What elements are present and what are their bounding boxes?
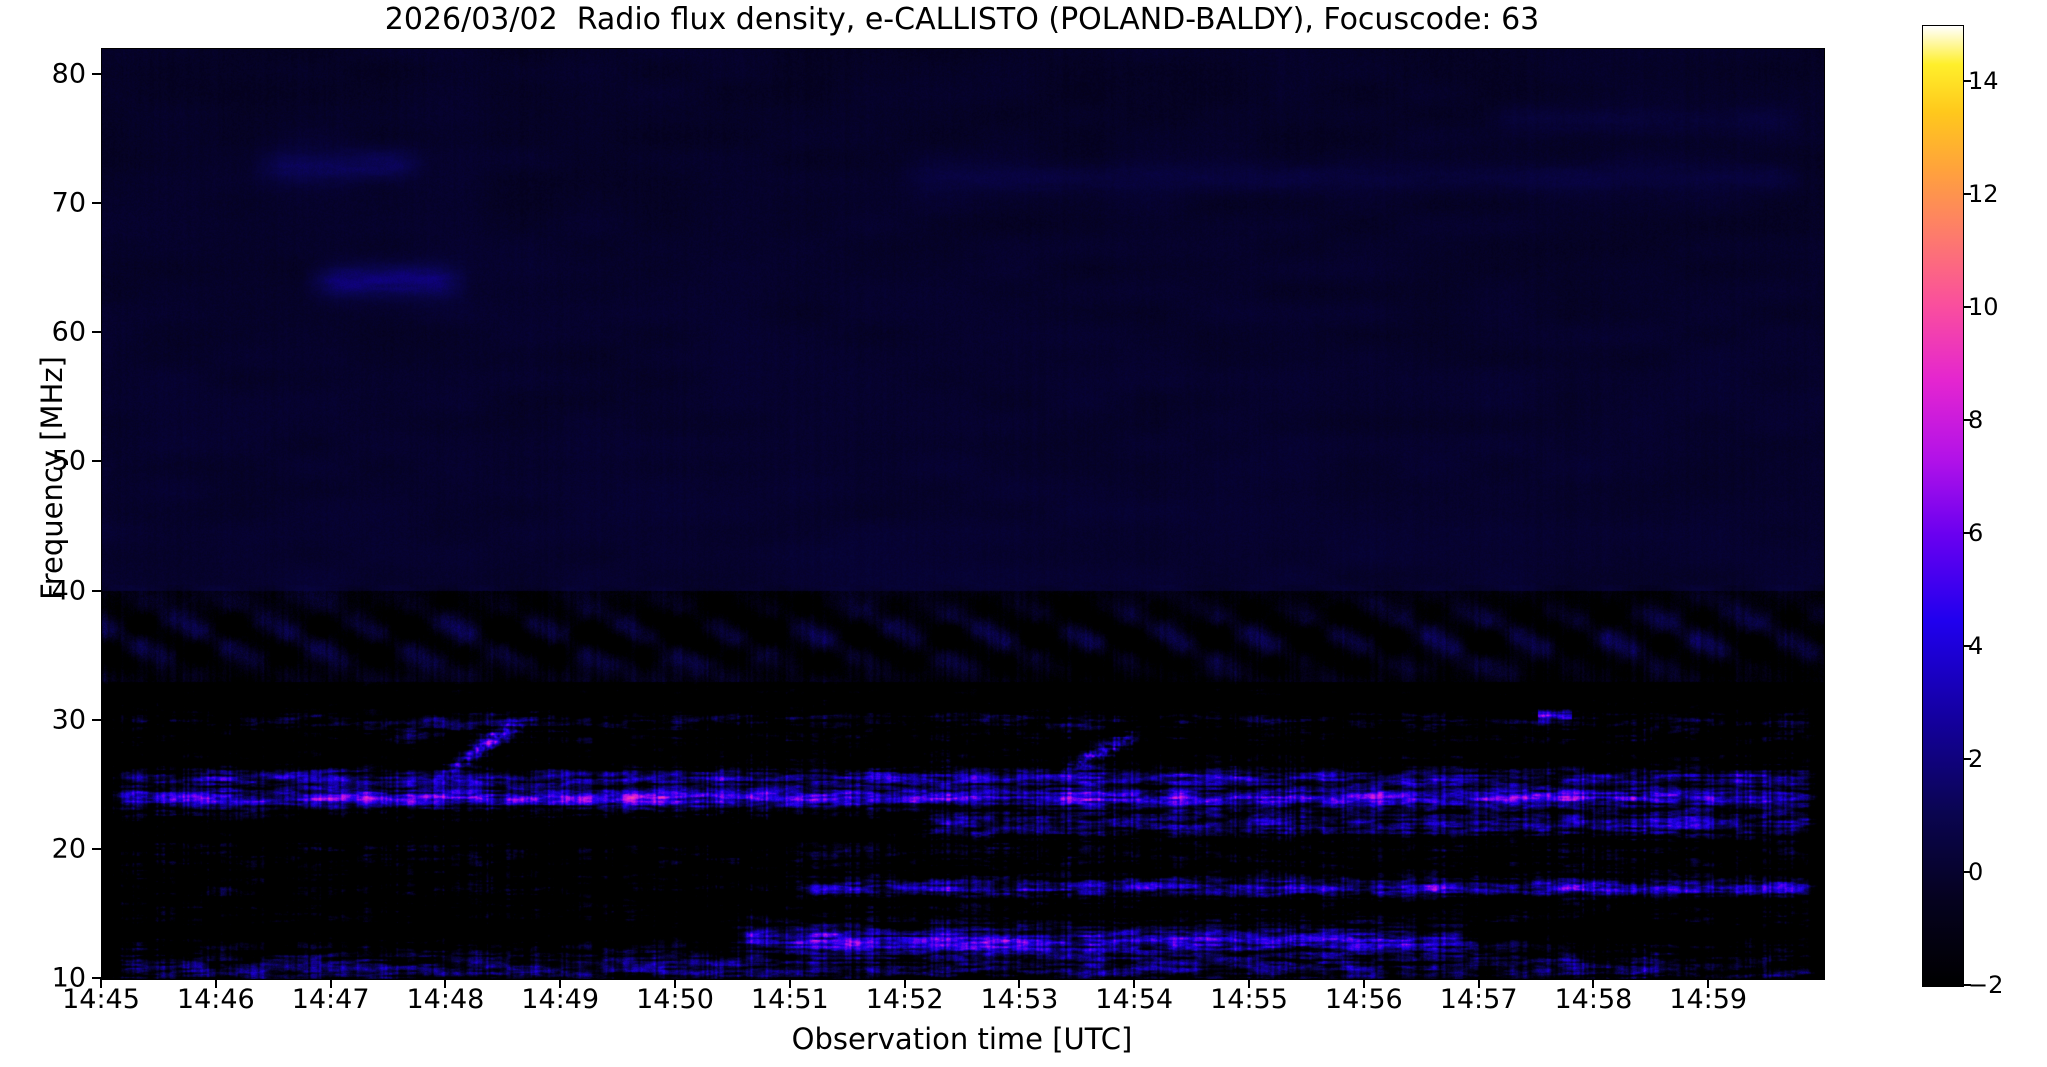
x-tick-label: 14:45: [62, 984, 140, 1015]
x-tick-label: 14:59: [1669, 984, 1748, 1015]
spectrogram-plot-area: [101, 48, 1825, 980]
x-tick-mark: [788, 979, 791, 988]
y-tick-mark: [92, 977, 101, 979]
y-tick-mark: [92, 589, 101, 592]
colorbar-tick-label: 10: [1968, 293, 1999, 322]
y-tick-mark: [92, 72, 101, 75]
colorbar-tick-mark: [1963, 758, 1971, 761]
x-tick-mark: [100, 979, 102, 988]
y-tick-mark: [92, 202, 101, 204]
colorbar-tick-mark: [1963, 306, 1971, 309]
y-tick-label: 10: [51, 962, 86, 994]
y-tick-mark: [92, 460, 101, 463]
x-tick-label: 14:48: [406, 984, 485, 1015]
spectrogram-canvas: [102, 49, 1824, 979]
y-tick-label: 70: [51, 187, 86, 219]
colorbar-tick-mark: [1963, 80, 1971, 83]
colorbar-tick-mark: [1963, 193, 1971, 196]
x-tick-mark: [903, 979, 906, 988]
x-tick-mark: [1592, 979, 1595, 988]
x-tick-label: 14:47: [291, 984, 370, 1015]
x-tick-label: 14:54: [1095, 984, 1174, 1015]
colorbar-gradient: [1923, 26, 1963, 986]
x-tick-label: 14:52: [865, 984, 944, 1015]
colorbar-tick-mark: [1963, 871, 1971, 874]
colorbar-tick-label: 4: [1968, 632, 1984, 661]
x-tick-mark: [444, 979, 447, 988]
x-tick-mark: [1018, 979, 1021, 988]
y-tick-mark: [92, 718, 101, 721]
colorbar-tick-mark: [1963, 532, 1971, 535]
colorbar-tick-mark: [1963, 645, 1971, 648]
x-tick-mark: [214, 979, 217, 988]
x-tick-mark: [674, 979, 676, 988]
x-tick-label: 14:49: [521, 984, 600, 1015]
x-tick-label: 14:51: [750, 984, 829, 1015]
colorbar-tick-label: 6: [1968, 519, 1984, 548]
x-tick-mark: [1477, 979, 1480, 988]
y-tick-label: 20: [51, 833, 86, 865]
colorbar: [1922, 25, 1964, 987]
x-tick-label: 14:50: [636, 984, 714, 1015]
x-tick-mark: [1707, 979, 1710, 988]
x-tick-mark: [329, 979, 332, 988]
x-axis-tick-labels: 14:45 14:46 14:47 14:48 14:49 14:50 14:51 14:52…: [62, 984, 1823, 1024]
colorbar-tick-mark: [1963, 984, 1971, 986]
y-axis-label: Frequency [MHz]: [35, 356, 69, 600]
x-axis-label: Observation time [UTC]: [791, 1022, 1133, 1056]
x-tick-label: 14:57: [1439, 984, 1518, 1015]
colorbar-tick-label: 8: [1968, 406, 1984, 435]
x-tick-label: 14:46: [176, 984, 255, 1015]
colorbar-tick-label: −2: [1968, 971, 2004, 999]
colorbar-tick-label: 12: [1968, 180, 1999, 209]
x-tick-label: 14:55: [1210, 984, 1288, 1015]
colorbar-tick-label: 14: [1968, 67, 1999, 96]
x-tick-mark: [559, 979, 562, 988]
x-tick-mark: [1362, 979, 1365, 988]
y-tick-label: 30: [51, 704, 86, 736]
x-tick-mark: [1248, 979, 1250, 988]
x-tick-label: 14:53: [980, 984, 1059, 1015]
x-tick-mark: [1133, 979, 1136, 988]
colorbar-tick-label: 2: [1968, 745, 1984, 774]
colorbar-tick-label: 0: [1968, 858, 1984, 887]
y-axis-tick-labels: 80 70 60 50 40 30 20 10: [0, 48, 86, 993]
y-tick-mark: [92, 847, 101, 850]
y-tick-label: 60: [51, 316, 86, 348]
y-tick-label: 40: [51, 575, 86, 606]
x-tick-label: 14:56: [1324, 984, 1403, 1015]
colorbar-tick-mark: [1963, 419, 1971, 422]
y-tick-label: 80: [51, 58, 86, 90]
x-tick-label: 14:58: [1554, 984, 1633, 1015]
y-tick-mark: [92, 331, 101, 334]
figure-title: 2026/03/02 Radio flux density, e-CALLIST…: [384, 2, 1540, 37]
y-tick-label: 50: [51, 445, 86, 477]
